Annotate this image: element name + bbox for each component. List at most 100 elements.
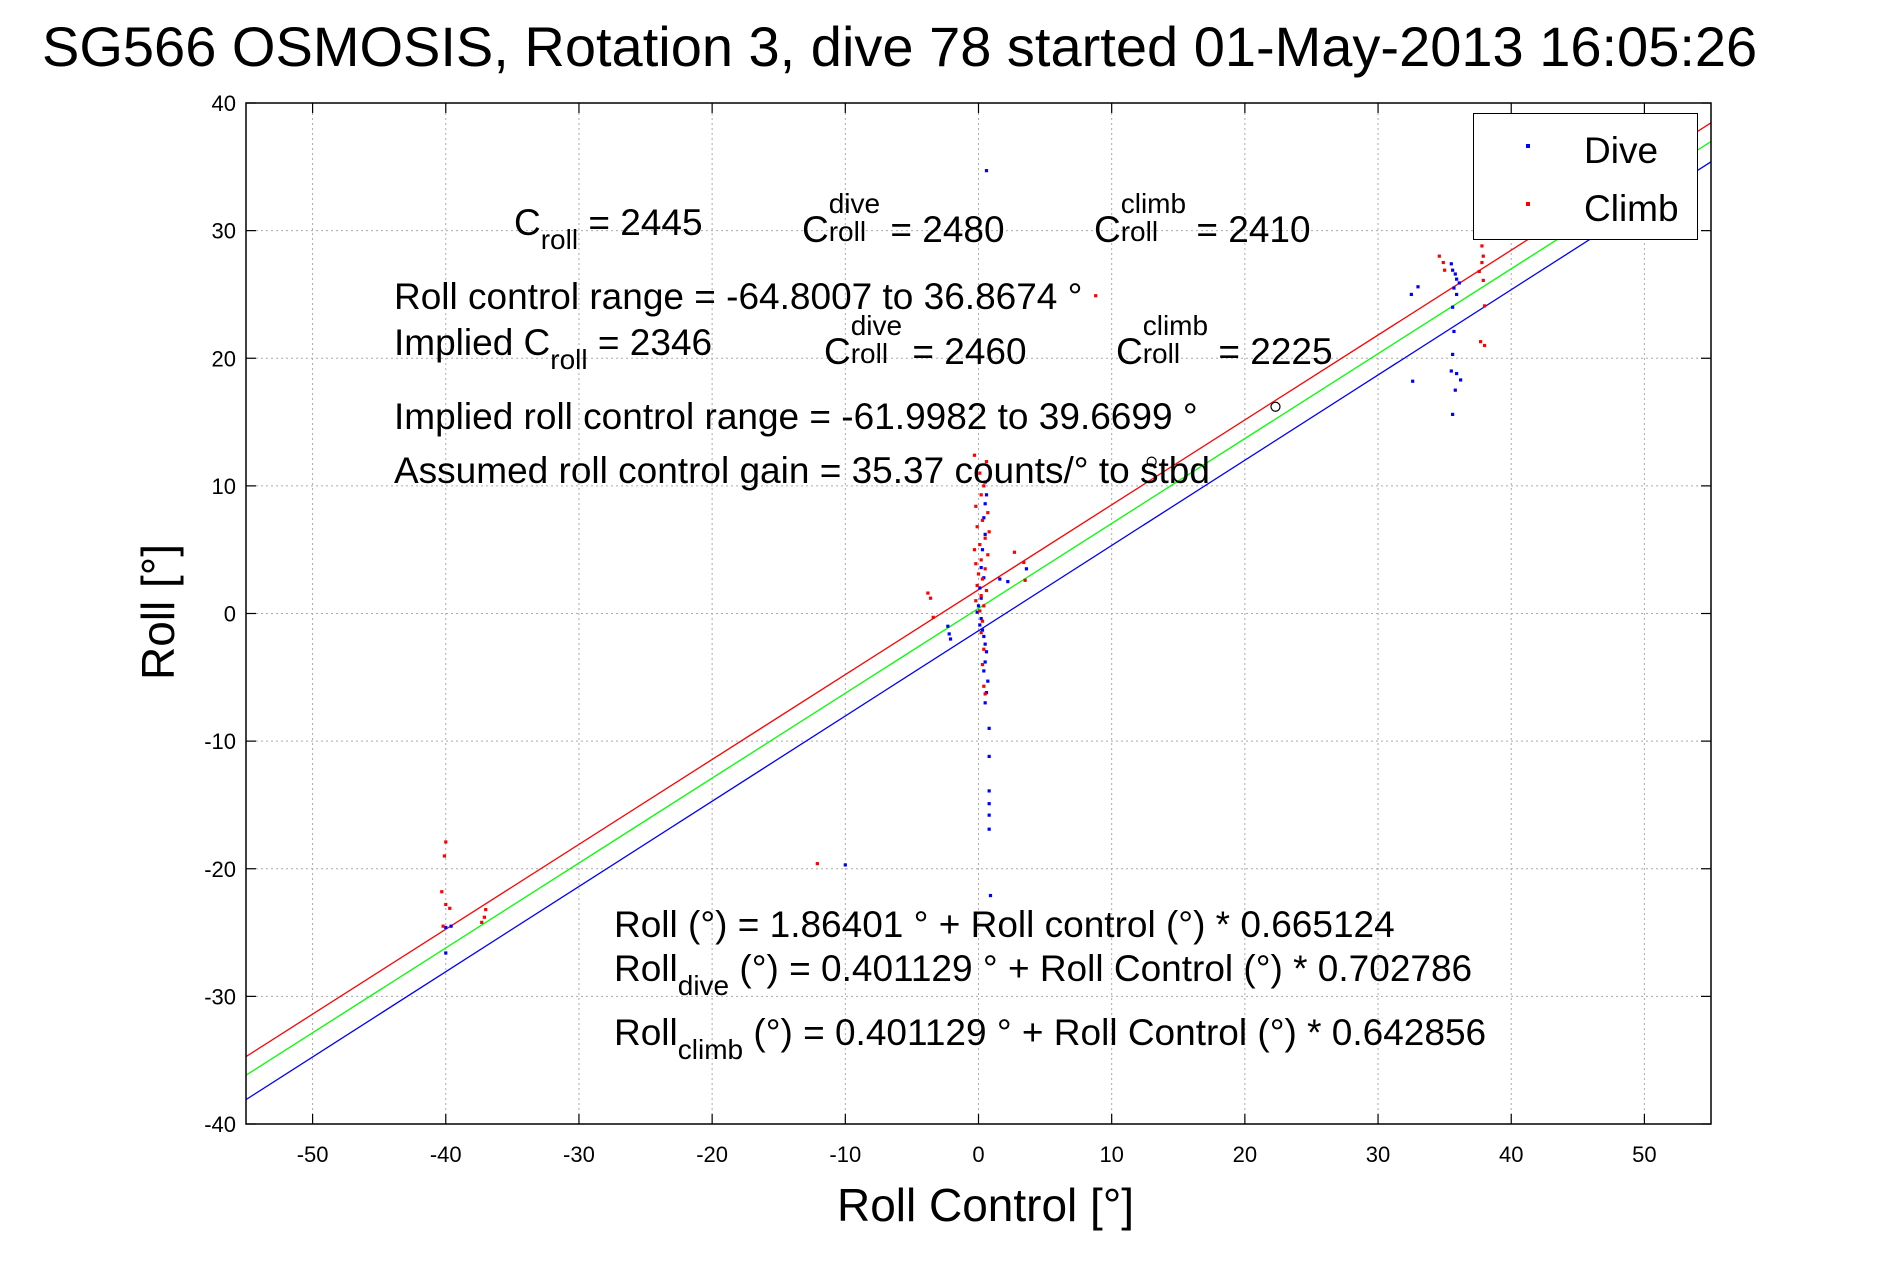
climb-point [978,471,982,475]
climb-point [484,907,488,912]
climb-point [926,591,930,595]
climb-point [972,548,977,552]
climb-point [1437,254,1441,258]
dive-point [1451,268,1455,272]
climb-point [1022,560,1026,565]
fit-line [246,140,1711,1076]
climb-point [1477,269,1481,274]
y-tick-label: -30 [204,984,236,1009]
dive-point [980,628,985,632]
dive-point [986,679,990,683]
dive-point [1006,579,1010,584]
data-points [440,169,1487,955]
legend: Dive Climb [1473,113,1698,240]
fit-equation-roll: Roll (°) = 1.86401 ° + Roll control (°) … [614,904,1395,945]
climb-point [980,577,985,581]
climb-point [928,596,933,600]
climb-point [976,572,981,576]
x-tick-label: 10 [1099,1142,1123,1167]
x-tick-label: 30 [1366,1142,1390,1167]
climb-point [1094,294,1098,298]
dive-point [1449,369,1453,373]
climb-point [482,915,486,919]
y-tick-label: -40 [204,1112,236,1137]
climb-point [931,615,935,619]
dive-point [983,642,987,646]
climb-point [982,684,986,688]
dive-point [987,827,991,831]
x-tick-label: 0 [972,1142,984,1167]
legend-label-dive: Dive [1584,130,1659,171]
climb-point [978,609,982,613]
climb-point [979,558,983,562]
x-tick-label: 50 [1632,1142,1656,1167]
climb-point [1481,278,1485,282]
climb-point [974,504,978,508]
legend-marker-dive [1526,144,1530,148]
open-circle-marker [1146,456,1157,467]
y-tick-label: 0 [224,602,236,627]
dive-point [1452,329,1456,334]
climb-point [983,536,987,540]
climb-point [983,692,987,696]
dive-point [979,617,983,621]
climb-point [978,542,982,547]
dive-point [983,660,987,664]
climb-point [979,493,983,497]
dive-point [946,624,950,628]
dive-point [1451,305,1455,309]
y-axis-label: Roll [°] [132,544,184,680]
c-roll-annotation: Croll = 2445 [514,202,703,256]
y-tick-label: -10 [204,729,236,754]
dive-point [1455,292,1459,297]
dive-point [449,924,453,928]
dive-point [1455,277,1459,281]
x-tick-label: -20 [696,1142,728,1167]
dive-point [978,586,982,590]
dive-point [987,789,991,793]
climb-point [980,518,985,522]
dive-point [983,701,987,705]
y-tick-label: 40 [212,91,236,116]
dive-point [979,596,983,600]
climb-point [974,599,978,603]
dive-point [444,925,448,930]
climb-point [986,553,990,557]
climb-point [1481,254,1485,258]
dive-point [1451,352,1455,357]
dive-point [982,516,986,520]
x-tick-label: -10 [829,1142,861,1167]
climb-point [448,906,452,910]
climb-point [1012,550,1017,554]
dive-point [1455,371,1459,376]
grid-lines [246,102,1711,1125]
y-tick-label: 10 [212,474,236,499]
climb-point [442,854,447,858]
legend-item-dive: Dive [1474,122,1697,180]
dive-point [1453,388,1457,392]
dive-point [987,802,991,806]
x-tick-label: -30 [563,1142,595,1167]
climb-point [982,604,986,608]
climb-point [1478,340,1483,344]
dive-point [982,634,986,639]
climb-point [1482,343,1487,348]
legend-item-climb: Climb [1474,180,1697,238]
climb-point [441,924,445,928]
y-tick-label: -20 [204,857,236,882]
climb-point [1443,268,1447,272]
dive-point [1452,286,1456,290]
climb-point [983,567,987,571]
climb-point [815,862,819,866]
climb-point [480,920,484,924]
climb-point [444,840,448,844]
dive-point [1409,292,1413,297]
climb-point [987,530,991,534]
climb-point [1480,260,1484,265]
x-tick-label: -40 [430,1142,462,1167]
dive-point [1449,262,1453,266]
